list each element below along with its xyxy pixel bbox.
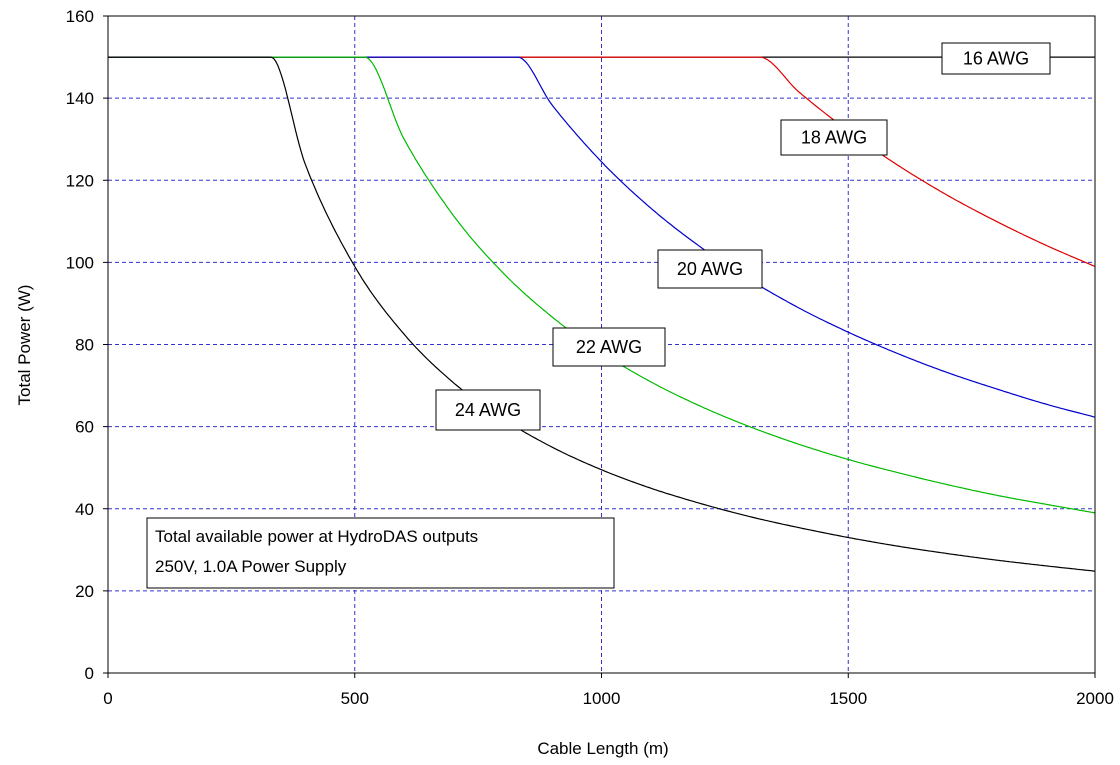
y-axis-ticks: 0 20 40 60 80 100 120 140 160	[66, 7, 108, 683]
y-tick-label: 60	[75, 418, 94, 437]
y-tick-label: 20	[75, 582, 94, 601]
x-tick-label: 2000	[1076, 689, 1114, 708]
series-label-text: 20 AWG	[677, 259, 743, 279]
y-tick-label: 100	[66, 253, 94, 272]
series-labels: 16 AWG 18 AWG 20 AWG 22 AWG 24 AWG	[435, 42, 1051, 431]
y-tick-label: 40	[75, 500, 94, 519]
series-label-box	[435, 389, 541, 431]
y-tick-label: 120	[66, 171, 94, 190]
series-lines	[108, 56, 1096, 572]
series-label-24-awg: 24 AWG	[435, 389, 541, 431]
series-label-box	[657, 249, 763, 289]
series-label-18-awg: 18 AWG	[780, 119, 888, 156]
series-label-box	[780, 119, 888, 156]
y-tick-label: 160	[66, 7, 94, 26]
annotation-line-2: 250V, 1.0A Power Supply	[155, 557, 347, 576]
series-label-box	[941, 42, 1051, 75]
x-axis-ticks: 0 500 1000 1500 2000	[103, 673, 1114, 708]
x-tick-label: 500	[341, 689, 369, 708]
series-line-24-awg	[108, 56, 1096, 572]
y-tick-label: 140	[66, 89, 94, 108]
annotation-line-1: Total available power at HydroDAS output…	[155, 527, 478, 546]
annotation-box: Total available power at HydroDAS output…	[146, 517, 615, 589]
x-tick-label: 0	[103, 689, 112, 708]
y-axis-title: Total Power (W)	[15, 285, 34, 406]
series-label-text: 16 AWG	[963, 49, 1029, 69]
series-label-box	[552, 327, 666, 367]
series-label-text: 18 AWG	[801, 128, 867, 148]
x-axis-title: Cable Length (m)	[537, 739, 668, 758]
x-tick-label: 1000	[583, 689, 621, 708]
y-tick-label: 80	[75, 336, 94, 355]
y-tick-label: 0	[85, 664, 94, 683]
series-label-text: 24 AWG	[455, 400, 521, 420]
annotation-frame	[146, 517, 615, 589]
x-tick-label: 1500	[829, 689, 867, 708]
series-label-20-awg: 20 AWG	[657, 249, 763, 289]
series-label-text: 22 AWG	[576, 337, 642, 357]
series-label-22-awg: 22 AWG	[552, 327, 666, 367]
series-label-16-awg: 16 AWG	[941, 42, 1051, 75]
